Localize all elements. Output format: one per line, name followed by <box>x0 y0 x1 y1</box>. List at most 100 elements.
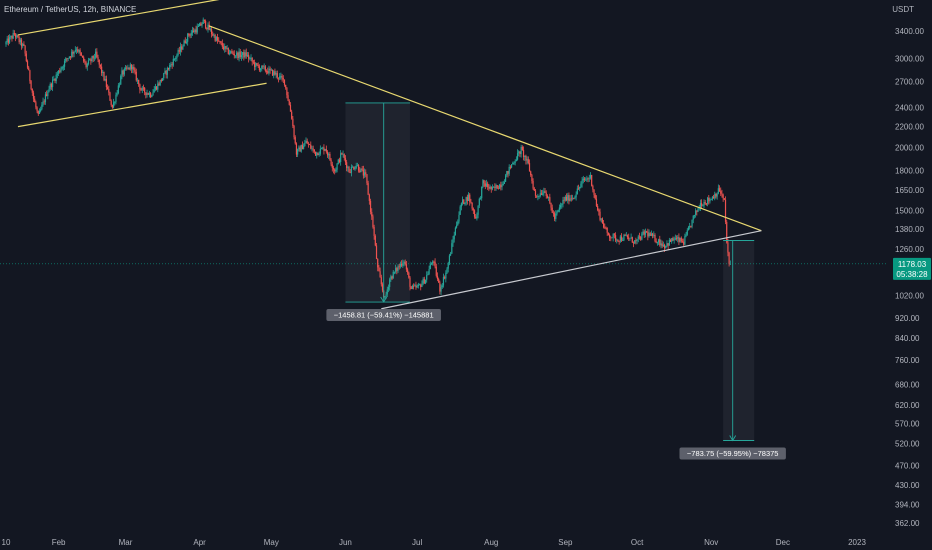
candle <box>589 172 592 180</box>
candle <box>712 194 715 199</box>
candle <box>635 237 637 245</box>
candle-body <box>59 70 61 72</box>
candle-body <box>325 149 327 152</box>
candle-body <box>508 166 510 174</box>
candle <box>666 240 668 248</box>
candle-body <box>54 79 56 81</box>
x-tick-label: Oct <box>631 538 644 547</box>
candle <box>37 110 39 116</box>
candle <box>686 228 688 236</box>
candle-body <box>648 233 650 237</box>
candle-body <box>25 53 27 62</box>
candle <box>126 65 128 71</box>
candle <box>475 214 477 219</box>
candle-body <box>46 94 48 97</box>
candle <box>214 33 216 42</box>
candle-body <box>505 175 507 182</box>
candle-body <box>317 152 319 156</box>
candle <box>60 66 62 74</box>
candle <box>337 158 339 165</box>
candle-body <box>130 64 133 70</box>
candle-body <box>613 234 615 236</box>
candle <box>291 109 293 120</box>
candle-body <box>579 186 581 189</box>
candle <box>324 148 326 151</box>
candle-body <box>440 287 442 292</box>
candle <box>79 48 81 56</box>
candle <box>428 265 430 276</box>
candle-body <box>516 153 519 160</box>
upper-channel-line <box>17 0 220 36</box>
candle <box>424 279 427 285</box>
y-axis[interactable]: 3400.00 3000.00 2700.00 2400.00 2200.00 2000.… <box>895 27 924 528</box>
candle <box>203 19 206 24</box>
candle <box>352 165 354 168</box>
candle <box>711 195 713 201</box>
candle-body <box>722 194 724 199</box>
candle <box>148 90 151 98</box>
candle-body <box>628 237 630 240</box>
candle-body <box>638 236 641 238</box>
candle <box>28 65 30 71</box>
candle-body <box>310 144 312 149</box>
x-tick-label: Sep <box>558 538 573 547</box>
candle-body <box>564 196 566 201</box>
candle <box>652 232 654 239</box>
candle <box>293 124 295 140</box>
candle-body <box>501 185 503 188</box>
candle <box>558 204 560 213</box>
candle-body <box>71 51 73 57</box>
x-tick-label: Dec <box>776 538 790 547</box>
candle-body <box>304 142 306 147</box>
candle <box>568 192 570 205</box>
candle <box>249 56 251 61</box>
candle-body <box>661 243 663 247</box>
candle <box>533 186 535 192</box>
candle <box>649 231 651 236</box>
candle-body <box>483 180 485 184</box>
candle-body <box>397 266 399 271</box>
candles-layer <box>5 17 731 300</box>
candle <box>565 193 568 202</box>
candle <box>433 260 435 266</box>
x-axis[interactable]: 10 Feb Mar Apr May Jun Jul Aug Sep Oct Nov Dec 2023 <box>2 538 867 547</box>
candle-body <box>236 52 238 56</box>
candle-body <box>318 153 320 156</box>
candle-body <box>151 95 153 97</box>
candle-body <box>550 202 552 208</box>
candle <box>374 234 376 247</box>
candle <box>690 225 692 228</box>
candle <box>139 83 141 94</box>
candle <box>157 80 159 93</box>
candle-body <box>75 49 78 51</box>
candle-body <box>433 261 435 263</box>
candle-body <box>595 198 598 206</box>
candle-body <box>313 149 315 152</box>
candle-body <box>680 237 682 242</box>
candle <box>336 163 338 173</box>
candle <box>297 148 299 158</box>
candle-body <box>129 64 131 70</box>
candle-body <box>524 155 526 158</box>
candle-body <box>194 29 196 33</box>
candle-body <box>340 153 342 163</box>
candle-body <box>172 58 174 66</box>
candle <box>171 62 173 69</box>
candle-body <box>434 261 436 267</box>
candle-body <box>242 52 244 55</box>
candle <box>636 239 638 245</box>
candle <box>307 141 309 148</box>
candle-body <box>636 239 638 241</box>
candle-body <box>74 50 76 52</box>
candle-body <box>485 183 488 187</box>
candle-body <box>569 198 571 202</box>
candle <box>550 202 552 211</box>
candle <box>123 67 125 77</box>
candle <box>668 237 670 246</box>
candle-body <box>305 140 307 143</box>
candle <box>227 47 229 55</box>
candle-body <box>140 89 142 91</box>
candle <box>295 142 298 157</box>
candle-body <box>396 268 398 271</box>
